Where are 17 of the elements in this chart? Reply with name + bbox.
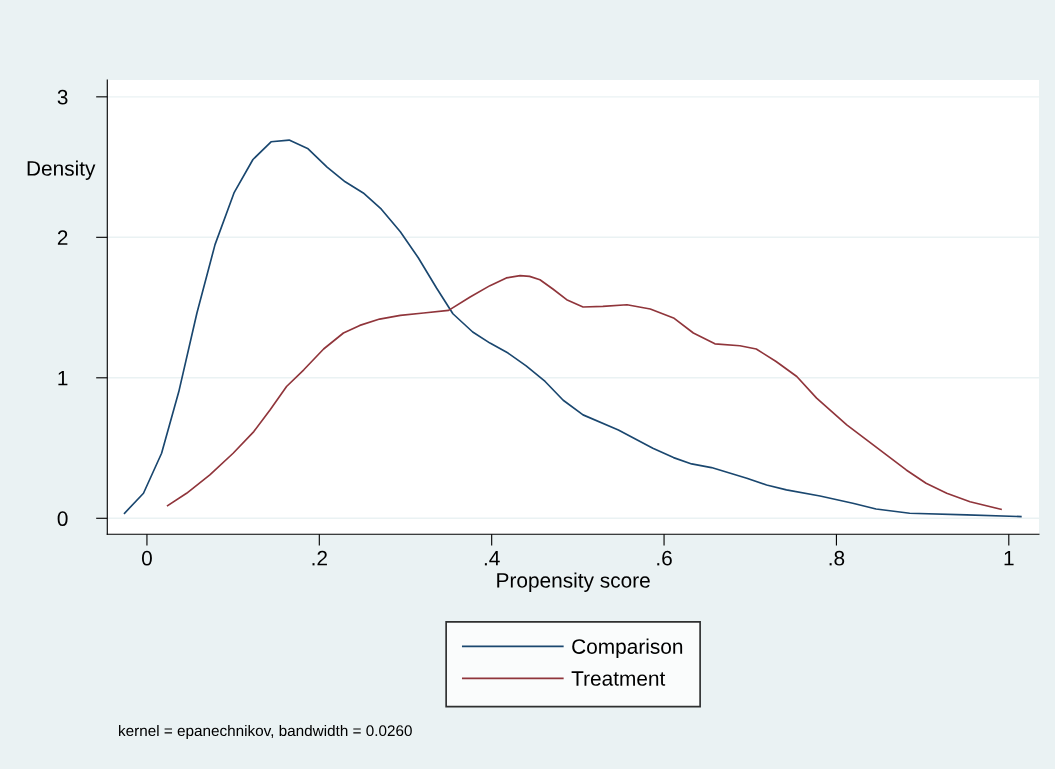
- y-axis-title: Density: [27, 160, 96, 180]
- line-series: [123, 139, 1022, 518]
- legend-label: Comparison: [572, 638, 683, 659]
- x-axis-title: Propensity score: [497, 572, 650, 592]
- y-tick-label: 1: [58, 371, 68, 386]
- legend-label: Treatment: [571, 671, 666, 686]
- y-tick-label: 2: [57, 230, 68, 245]
- y-tick-label: 3: [57, 89, 68, 105]
- line-series: [166, 274, 1002, 511]
- y-tick-label: 0: [57, 511, 68, 527]
- x-tick-label: 1: [1004, 551, 1014, 566]
- x-tick-label: 0: [141, 550, 152, 566]
- x-tick-label: .4: [484, 551, 500, 566]
- x-tick-label: .6: [657, 550, 672, 566]
- text: kernel = epanechnikov, bandwidth = 0.0260: [119, 724, 412, 740]
- x-tick-label: .8: [829, 550, 845, 566]
- x-tick-label: .2: [312, 550, 327, 566]
